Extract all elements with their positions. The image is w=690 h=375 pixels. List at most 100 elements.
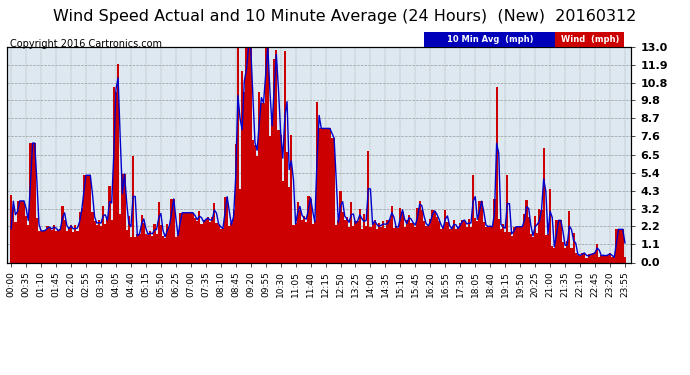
Bar bbox=[310, 199, 312, 262]
Bar bbox=[149, 231, 151, 262]
Bar bbox=[100, 226, 102, 262]
Bar bbox=[544, 235, 547, 262]
Bar bbox=[542, 148, 544, 262]
Bar bbox=[94, 221, 96, 262]
Bar bbox=[417, 208, 419, 262]
Bar bbox=[331, 138, 333, 262]
Bar bbox=[611, 258, 613, 262]
Bar bbox=[442, 228, 444, 262]
Bar bbox=[575, 253, 577, 262]
Bar bbox=[275, 50, 277, 262]
Bar bbox=[87, 175, 89, 262]
Bar bbox=[179, 213, 181, 262]
Bar bbox=[324, 128, 326, 262]
Bar bbox=[32, 143, 34, 262]
Bar bbox=[72, 232, 75, 262]
Bar bbox=[620, 230, 622, 262]
Bar bbox=[460, 223, 462, 262]
Bar bbox=[145, 234, 147, 262]
Bar bbox=[51, 230, 53, 262]
Bar bbox=[592, 254, 594, 262]
Bar bbox=[102, 206, 104, 262]
Bar bbox=[613, 257, 615, 262]
Bar bbox=[384, 228, 386, 262]
Bar bbox=[423, 221, 425, 262]
Bar bbox=[10, 195, 12, 262]
Bar bbox=[134, 237, 137, 262]
Bar bbox=[357, 221, 359, 262]
Bar bbox=[66, 231, 68, 262]
Bar bbox=[509, 232, 511, 262]
Bar bbox=[228, 226, 230, 262]
Bar bbox=[207, 217, 209, 262]
Bar bbox=[448, 229, 451, 262]
Bar bbox=[374, 220, 376, 262]
Bar bbox=[96, 225, 98, 262]
Bar bbox=[517, 227, 519, 262]
Bar bbox=[164, 238, 166, 262]
Bar bbox=[393, 228, 395, 262]
Bar bbox=[279, 135, 282, 262]
Bar bbox=[491, 227, 493, 262]
Bar bbox=[155, 234, 158, 262]
Bar bbox=[353, 225, 355, 262]
Bar bbox=[151, 236, 153, 262]
Bar bbox=[273, 59, 275, 262]
Bar bbox=[446, 222, 448, 262]
Bar bbox=[344, 220, 346, 262]
Bar bbox=[395, 226, 397, 262]
Bar bbox=[451, 228, 453, 262]
Bar bbox=[258, 92, 260, 262]
Bar bbox=[175, 237, 177, 262]
Bar bbox=[382, 221, 384, 262]
Bar bbox=[219, 229, 221, 262]
Bar bbox=[34, 143, 36, 262]
Bar bbox=[264, 47, 267, 262]
Bar bbox=[256, 156, 258, 262]
Bar bbox=[328, 128, 331, 262]
Bar bbox=[526, 200, 528, 262]
Bar bbox=[530, 234, 532, 262]
Bar bbox=[476, 220, 478, 262]
Bar bbox=[190, 213, 192, 262]
Bar bbox=[70, 225, 72, 262]
Bar bbox=[485, 227, 487, 262]
Bar bbox=[158, 202, 160, 262]
Bar bbox=[350, 202, 353, 262]
Bar bbox=[560, 220, 562, 262]
Bar bbox=[57, 230, 59, 262]
Bar bbox=[121, 174, 124, 262]
Bar bbox=[547, 234, 549, 262]
Bar bbox=[184, 213, 186, 262]
Bar bbox=[36, 218, 38, 262]
Bar bbox=[555, 220, 558, 262]
Bar bbox=[609, 253, 611, 262]
Bar bbox=[237, 47, 239, 262]
Bar bbox=[260, 103, 262, 262]
Bar bbox=[622, 230, 624, 262]
Bar bbox=[108, 186, 110, 262]
Bar bbox=[553, 248, 555, 262]
Bar bbox=[19, 201, 21, 262]
Bar bbox=[160, 225, 162, 262]
Bar bbox=[497, 219, 500, 262]
Bar bbox=[438, 221, 440, 262]
Bar bbox=[569, 211, 571, 262]
Bar bbox=[333, 138, 335, 262]
Bar bbox=[602, 256, 604, 262]
Bar bbox=[363, 214, 365, 262]
Bar bbox=[115, 92, 117, 262]
Bar bbox=[126, 230, 128, 262]
Bar bbox=[618, 230, 620, 262]
Bar bbox=[38, 231, 40, 262]
Bar bbox=[132, 156, 134, 262]
Bar bbox=[600, 255, 602, 262]
Bar bbox=[61, 206, 63, 262]
Bar bbox=[224, 197, 226, 262]
Bar bbox=[429, 219, 431, 262]
Bar bbox=[495, 87, 497, 262]
Bar bbox=[579, 255, 581, 262]
Bar bbox=[181, 213, 184, 262]
Bar bbox=[462, 220, 464, 262]
Bar bbox=[551, 246, 553, 262]
